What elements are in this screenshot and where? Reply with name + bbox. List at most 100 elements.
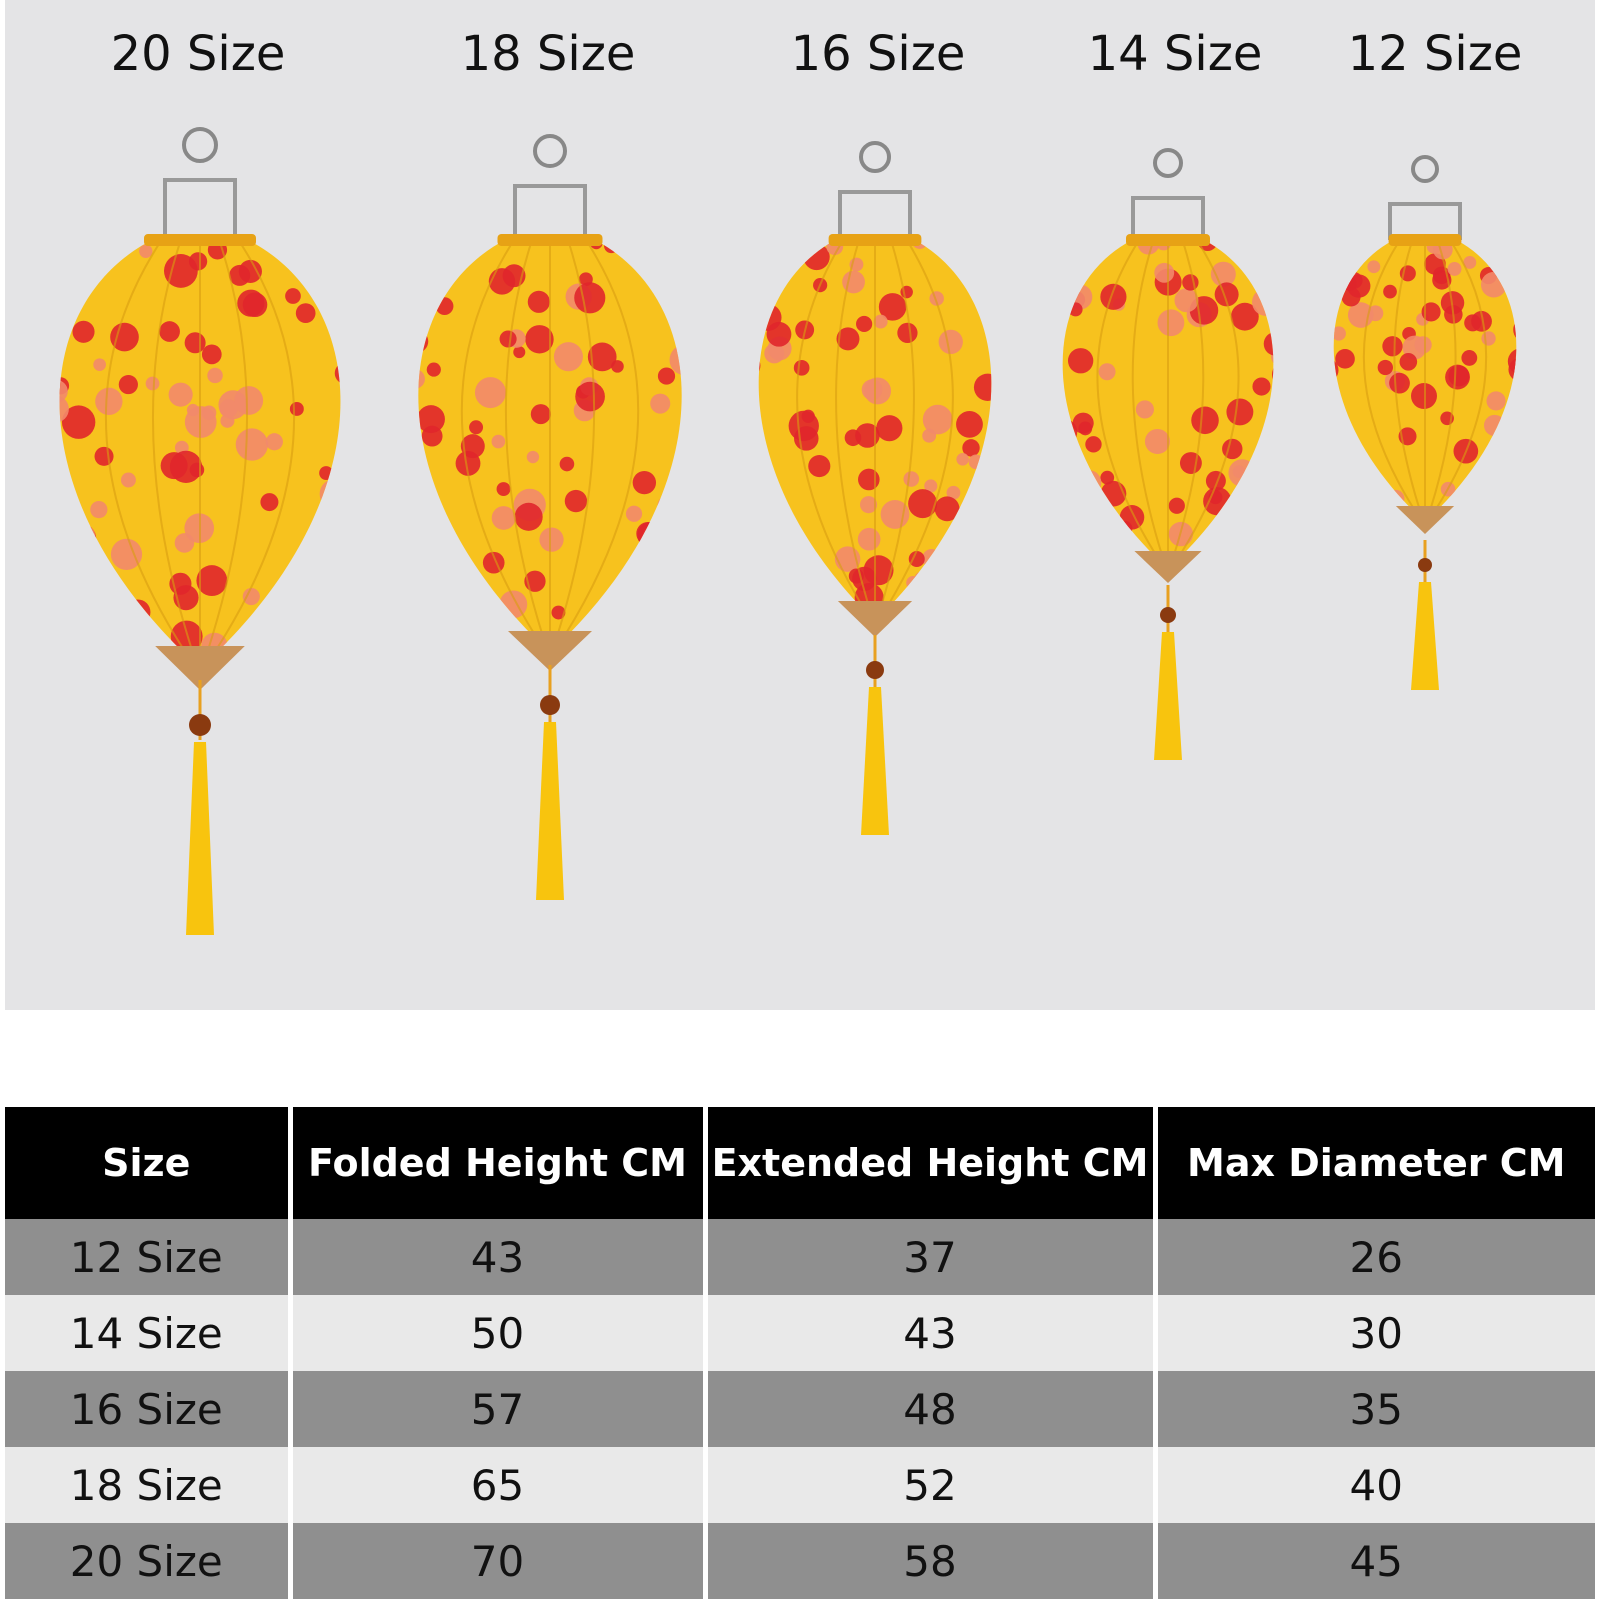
flower: [1252, 377, 1271, 396]
flower: [59, 380, 68, 403]
flower: [1179, 452, 1202, 474]
flower: [207, 367, 223, 384]
flower: [1252, 273, 1267, 288]
flower: [482, 628, 495, 635]
flower: [237, 289, 265, 317]
rib: [207, 240, 248, 650]
value-cell: 43: [287, 1219, 705, 1295]
value-cell: 43: [702, 1295, 1155, 1371]
flower: [1270, 343, 1274, 368]
flower: [1367, 260, 1381, 274]
flower: [860, 496, 878, 514]
flower: [1268, 262, 1274, 284]
flower: [426, 362, 441, 377]
flower: [1232, 465, 1246, 479]
flower: [873, 314, 888, 329]
flower: [908, 550, 925, 568]
value-cell: 37: [702, 1219, 1155, 1295]
flower: [118, 374, 138, 395]
flower: [793, 359, 810, 376]
flower: [1205, 470, 1226, 491]
flower: [514, 502, 543, 531]
flower: [120, 472, 136, 488]
flower: [173, 585, 199, 611]
flower: [1078, 421, 1093, 436]
flower: [993, 591, 1010, 608]
flower: [1471, 310, 1492, 332]
flower: [539, 527, 564, 552]
tassel: [1154, 632, 1182, 760]
flower: [1100, 480, 1127, 507]
flower: [1225, 240, 1251, 258]
flower: [803, 567, 828, 592]
bottom-cap: [1395, 506, 1455, 534]
hook-ring: [533, 134, 567, 168]
flower: [260, 493, 279, 512]
flower: [1348, 480, 1372, 504]
flower: [1333, 326, 1346, 341]
lantern: [59, 127, 341, 935]
flower: [418, 369, 425, 389]
flower: [844, 429, 862, 447]
value-cell: 40: [1152, 1447, 1595, 1523]
flower: [418, 289, 433, 305]
hook-bracket: [1388, 202, 1462, 240]
flower: [1382, 336, 1403, 357]
table-body: 12 Size 43 37 26 14 Size 50 43 30 16 Size 57 48 35 1…: [5, 1219, 1595, 1599]
flower: [94, 446, 114, 466]
flower: [1461, 350, 1478, 366]
flower: [455, 450, 481, 476]
flower: [922, 549, 941, 568]
tassel: [186, 742, 214, 935]
flower: [110, 538, 143, 570]
flower: [968, 454, 984, 470]
bottom-cap: [508, 631, 592, 671]
flower: [760, 534, 788, 562]
flower: [938, 329, 963, 355]
flower: [525, 325, 554, 354]
flower: [731, 438, 757, 464]
value-cell: 52: [702, 1447, 1155, 1523]
flower: [1515, 240, 1517, 261]
flower: [941, 240, 963, 260]
flower: [803, 243, 830, 271]
lantern: [1062, 148, 1274, 760]
flower: [491, 506, 516, 530]
flower: [1168, 497, 1185, 514]
flower: [946, 485, 961, 500]
rib: [104, 240, 185, 650]
flower: [1493, 451, 1507, 465]
flower: [1517, 465, 1529, 477]
flower: [170, 620, 203, 650]
flower: [758, 354, 761, 377]
flower: [63, 549, 97, 582]
flower: [105, 591, 128, 614]
flower: [1506, 240, 1517, 250]
flower: [220, 413, 235, 428]
table-row: 14 Size 50 43 30: [5, 1295, 1595, 1371]
flower: [393, 350, 418, 375]
flower: [962, 439, 980, 457]
rib: [880, 240, 915, 605]
flower: [682, 585, 699, 602]
flower: [1315, 239, 1333, 257]
flower: [908, 489, 938, 519]
flower: [527, 290, 550, 313]
rib: [887, 240, 954, 605]
flower: [1182, 274, 1199, 291]
flower: [319, 466, 334, 481]
table-row: 18 Size 65 52 40: [5, 1447, 1595, 1523]
flower: [295, 303, 316, 323]
rib: [1131, 240, 1163, 555]
flower: [641, 606, 663, 628]
value-cell: 45: [1152, 1523, 1595, 1599]
flower: [1399, 352, 1418, 371]
flower: [1214, 282, 1239, 307]
flower: [79, 244, 113, 278]
flower: [1333, 358, 1339, 383]
flower: [234, 386, 264, 415]
flower: [1098, 363, 1116, 381]
flower: [1448, 365, 1470, 387]
flower: [1414, 336, 1432, 354]
